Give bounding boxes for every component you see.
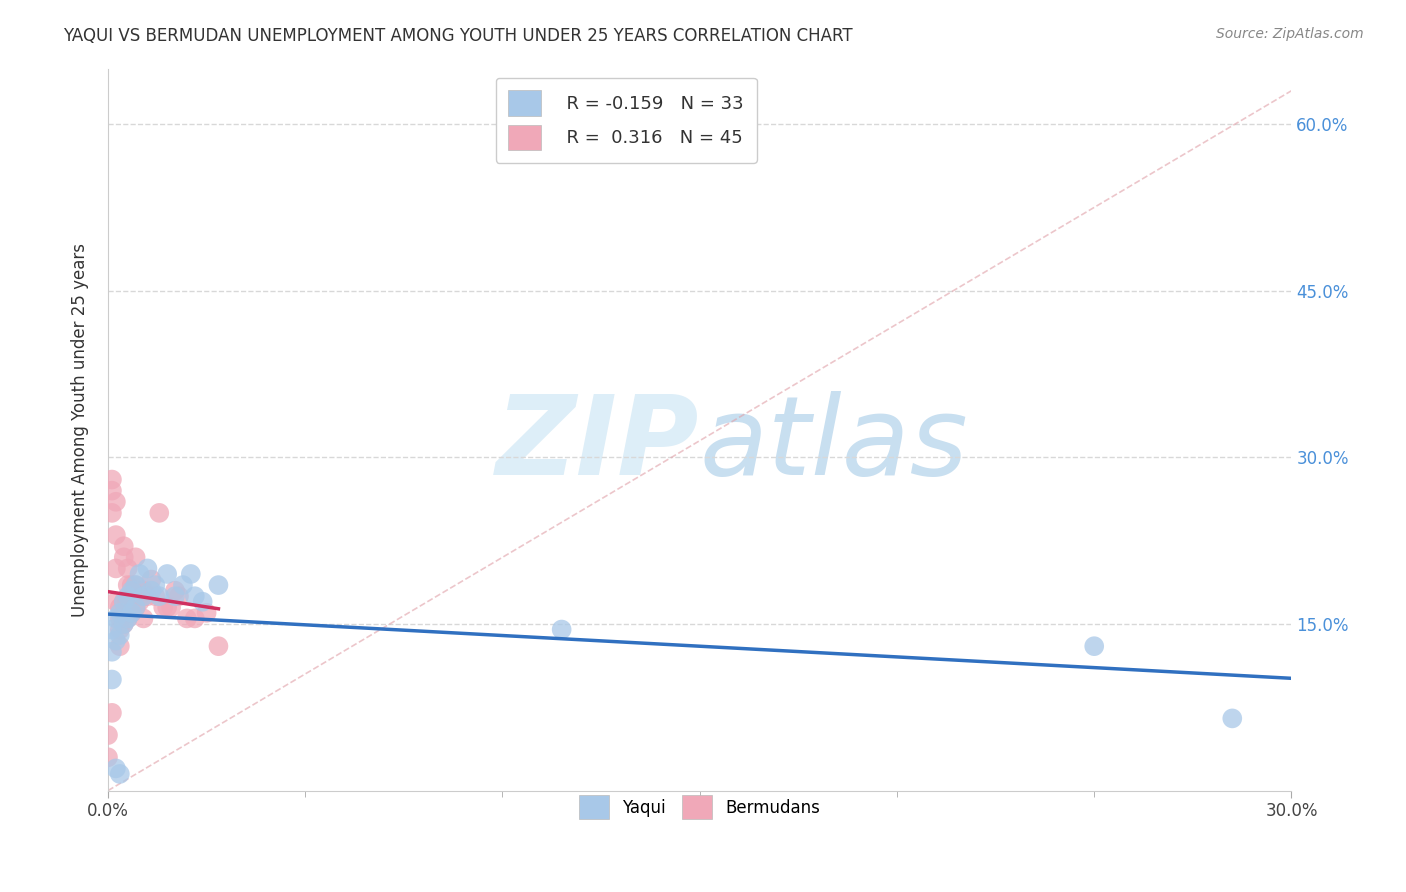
Point: [132, 589, 155, 603]
Point: [152, 600, 174, 615]
Point: [97, 728, 120, 742]
Point: [108, 623, 131, 637]
Point: [128, 566, 150, 581]
Point: [148, 589, 170, 603]
Text: YAQUI VS BERMUDAN UNEMPLOYMENT AMONG YOUTH UNDER 25 YEARS CORRELATION CHART: YAQUI VS BERMUDAN UNEMPLOYMENT AMONG YOU…: [63, 27, 853, 45]
Text: atlas: atlas: [700, 391, 969, 498]
Point: [112, 617, 135, 632]
Legend: Yaqui, Bermudans: Yaqui, Bermudans: [572, 789, 827, 826]
Point: [112, 595, 135, 609]
Point: [172, 578, 194, 592]
Point: [128, 595, 150, 609]
Point: [1083, 639, 1105, 653]
Point: [112, 617, 135, 632]
Point: [101, 483, 124, 498]
Point: [97, 750, 120, 764]
Point: [124, 600, 146, 615]
Point: [101, 673, 124, 687]
Point: [148, 506, 170, 520]
Point: [165, 589, 187, 603]
Point: [121, 606, 143, 620]
Point: [165, 583, 187, 598]
Point: [104, 761, 127, 775]
Point: [108, 639, 131, 653]
Point: [112, 595, 135, 609]
Point: [112, 550, 135, 565]
Point: [101, 473, 124, 487]
Point: [184, 611, 207, 625]
Point: [104, 595, 127, 609]
Text: ZIP: ZIP: [496, 391, 700, 498]
Point: [104, 495, 127, 509]
Point: [101, 645, 124, 659]
Point: [136, 561, 159, 575]
Point: [108, 600, 131, 615]
Y-axis label: Unemployment Among Youth under 25 years: Unemployment Among Youth under 25 years: [72, 243, 89, 616]
Point: [104, 611, 127, 625]
Point: [108, 767, 131, 781]
Point: [112, 539, 135, 553]
Point: [117, 611, 139, 625]
Point: [132, 611, 155, 625]
Point: [121, 589, 143, 603]
Point: [117, 611, 139, 625]
Point: [191, 595, 214, 609]
Point: [104, 633, 127, 648]
Point: [108, 628, 131, 642]
Point: [184, 589, 207, 603]
Point: [117, 578, 139, 592]
Point: [195, 606, 218, 620]
Point: [141, 583, 163, 598]
Point: [167, 589, 190, 603]
Point: [104, 528, 127, 542]
Point: [160, 600, 183, 615]
Point: [117, 589, 139, 603]
Point: [101, 506, 124, 520]
Point: [101, 706, 124, 720]
Point: [108, 606, 131, 620]
Point: [143, 589, 166, 603]
Point: [207, 578, 229, 592]
Point: [117, 561, 139, 575]
Point: [104, 561, 127, 575]
Point: [124, 550, 146, 565]
Point: [143, 578, 166, 592]
Point: [132, 583, 155, 598]
Point: [1220, 711, 1243, 725]
Point: [108, 611, 131, 625]
Point: [176, 611, 198, 625]
Point: [156, 566, 179, 581]
Point: [121, 606, 143, 620]
Point: [550, 623, 572, 637]
Point: [124, 600, 146, 615]
Text: Source: ZipAtlas.com: Source: ZipAtlas.com: [1216, 27, 1364, 41]
Point: [128, 589, 150, 603]
Point: [180, 566, 202, 581]
Point: [101, 623, 124, 637]
Point: [136, 589, 159, 603]
Point: [141, 573, 163, 587]
Point: [121, 583, 143, 598]
Point: [124, 578, 146, 592]
Point: [207, 639, 229, 653]
Point: [156, 600, 179, 615]
Point: [124, 578, 146, 592]
Point: [117, 595, 139, 609]
Point: [121, 578, 143, 592]
